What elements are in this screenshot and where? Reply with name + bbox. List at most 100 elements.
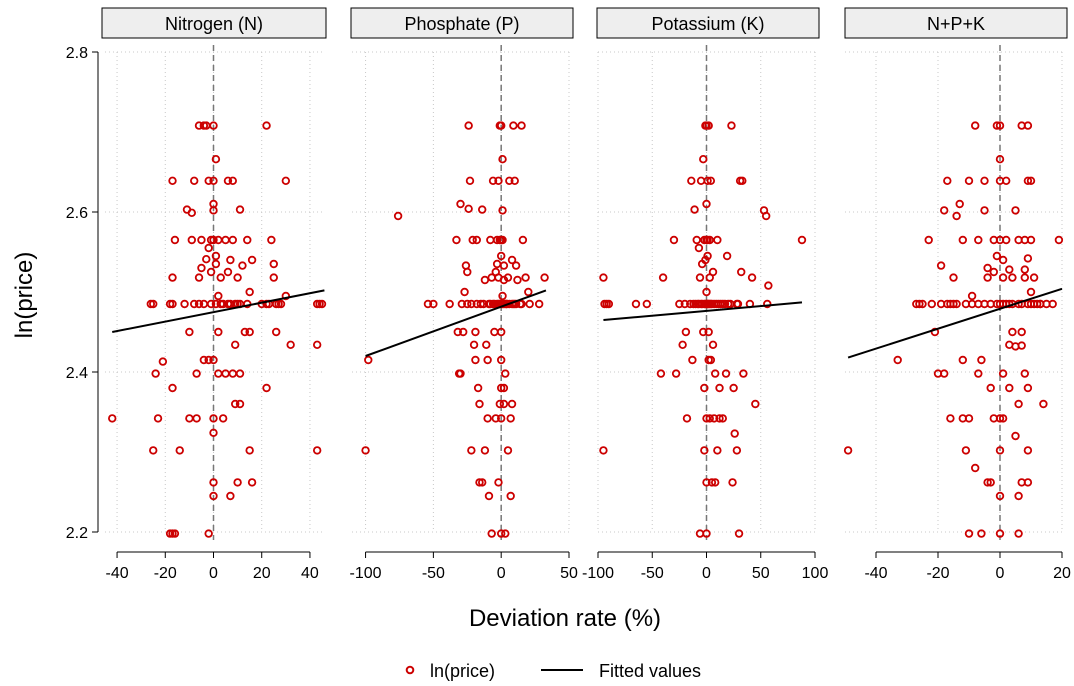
data-point [484,491,494,501]
data-point [478,205,487,214]
data-point [708,340,718,349]
data-point [209,355,218,365]
data-point [168,383,177,393]
data-point [709,414,719,423]
data-point [501,529,510,538]
data-point [747,273,757,282]
x-tick-label: -100 [350,565,382,582]
data-point [964,414,974,423]
data-point [499,399,509,409]
data-point [1032,299,1042,309]
data-point [1005,265,1014,274]
data-point [702,529,711,538]
data-point [1029,273,1039,282]
data-point [690,205,699,214]
data-point [491,414,500,423]
data-point [924,235,933,245]
data-point [469,340,479,349]
data-point [472,235,481,245]
data-point [995,414,1005,423]
data-point [223,176,233,185]
data-point [604,299,614,309]
data-point [699,154,708,164]
data-point [995,121,1005,130]
data-point [228,369,237,378]
data-point [761,211,771,221]
data-point [702,199,711,209]
data-point [199,355,209,365]
data-point [998,255,1008,265]
legend-label-line: Fitted values [599,661,701,681]
data-point [675,299,684,309]
data-point [642,299,652,309]
data-point [214,291,223,301]
data-point [710,478,720,487]
data-point [209,478,218,487]
panel-4: N+P+K -40 -20 0 20 [843,7,1071,582]
data-point [1002,176,1011,185]
data-point [495,399,505,409]
panel-3: Potassium (K) -100 -50 0 50 100 [582,7,828,582]
data-point [728,478,737,487]
data-point [694,243,704,253]
data-point [764,281,773,290]
data-point [170,235,180,245]
data-point [185,414,194,423]
data-point [168,299,177,309]
data-point [700,446,709,455]
data-point [480,275,490,285]
data-point [936,261,946,270]
data-point [599,446,608,455]
data-point [170,529,180,538]
data-point [467,446,476,455]
data-point [206,267,216,277]
data-point [471,355,480,365]
data-point [452,235,461,245]
data-point [269,273,278,282]
x-tick-label: -40 [105,565,128,582]
data-point [658,273,668,282]
data-point [187,235,196,245]
data-point [247,478,257,487]
data-point [471,327,480,337]
data-point [190,299,199,309]
data-point [503,273,513,282]
x-tick-label: 20 [1053,565,1071,582]
data-point [476,299,486,309]
fitted-line [112,289,325,333]
data-point [149,299,158,309]
legend-label-points: ln(price) [430,661,495,681]
data-point [699,327,708,337]
data-point [700,383,709,393]
data-point [738,176,747,185]
data-point [696,176,706,185]
panel-2: Phosphate (P) -100 -50 0 50 [350,7,578,582]
data-point [192,414,201,423]
data-point [998,369,1008,378]
data-point [503,446,513,455]
data-point [209,491,218,501]
data-point [720,299,730,309]
data-point [281,291,291,301]
data-point [599,273,608,282]
data-point [695,273,705,282]
data-point [233,478,242,487]
data-point [692,235,701,245]
panel-strip [596,7,820,39]
data-point [226,255,235,265]
data-point [681,327,691,337]
data-point [494,176,503,185]
data-point [211,251,221,261]
data-point [961,446,971,455]
data-point [429,299,438,309]
panel-strip [844,7,1068,39]
data-point [718,414,727,423]
data-point [149,446,158,455]
data-point [797,235,807,245]
data-point [1026,287,1036,297]
data-point [915,299,924,309]
data-point [459,327,468,337]
data-point [501,369,510,378]
panel-title: Nitrogen (N) [165,14,263,34]
